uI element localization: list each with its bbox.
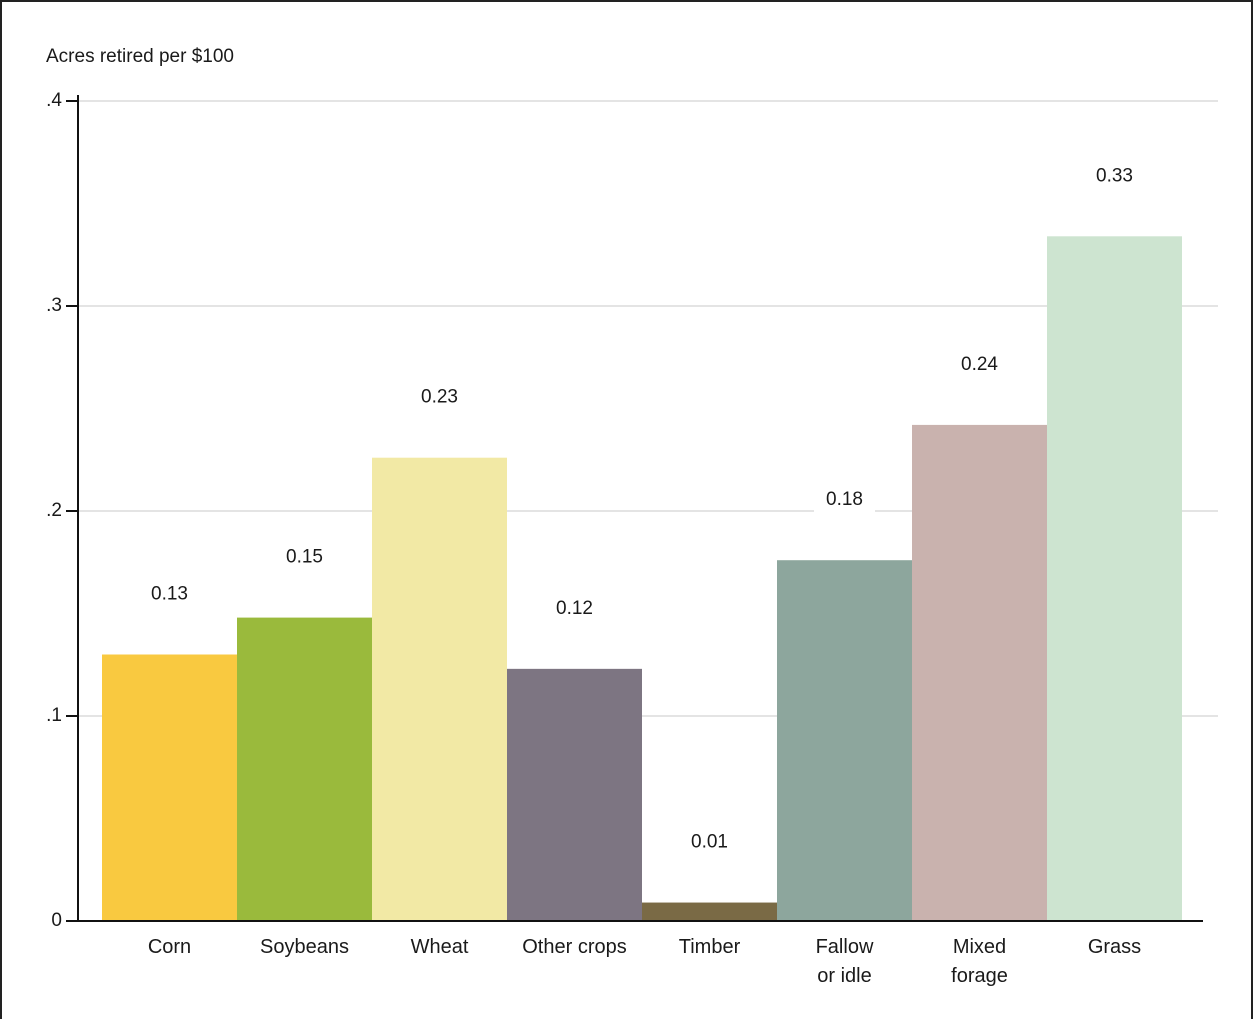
value-label: 0.24 <box>961 354 998 375</box>
bar <box>1047 236 1182 922</box>
label-bg <box>1084 164 1145 189</box>
y-tick-label: .4 <box>46 90 62 111</box>
bar <box>102 654 237 921</box>
chart-title: Acres retired per $100 <box>46 46 234 67</box>
label-bg <box>949 352 1010 377</box>
bar <box>372 457 507 921</box>
x-tick-label: Mixed forage <box>951 936 1008 987</box>
bar <box>507 668 642 921</box>
label-bg <box>544 596 605 621</box>
label-bg <box>814 488 875 513</box>
label-bg <box>139 582 200 607</box>
value-label: 0.13 <box>151 584 188 605</box>
bar <box>912 424 1047 921</box>
bar <box>237 617 372 921</box>
label-bg <box>409 385 470 410</box>
x-tick-label: Corn <box>147 936 192 958</box>
label-bg <box>679 830 740 855</box>
bar <box>642 902 777 921</box>
value-label: 0.01 <box>691 832 728 853</box>
value-label: 0.15 <box>286 547 323 568</box>
y-tick-label: 0 <box>51 910 62 931</box>
x-tick-label: Fallow or idle <box>815 936 874 987</box>
x-tick-label: Soybeans <box>260 936 349 958</box>
y-tick-label: .3 <box>46 295 62 316</box>
value-label: 0.18 <box>826 489 863 510</box>
x-tick-label: Grass <box>1087 936 1142 958</box>
bar <box>777 560 912 921</box>
x-tick-label: Timber <box>678 936 741 958</box>
x-tick-label: Wheat <box>410 936 469 958</box>
value-label: 0.33 <box>1096 165 1133 186</box>
y-tick-label: .1 <box>46 705 62 726</box>
label-bg <box>274 545 335 570</box>
value-label: 0.12 <box>556 598 593 619</box>
value-label: 0.23 <box>421 387 458 408</box>
y-tick-label: .2 <box>46 500 62 521</box>
x-tick-label: Other crops <box>522 936 627 958</box>
